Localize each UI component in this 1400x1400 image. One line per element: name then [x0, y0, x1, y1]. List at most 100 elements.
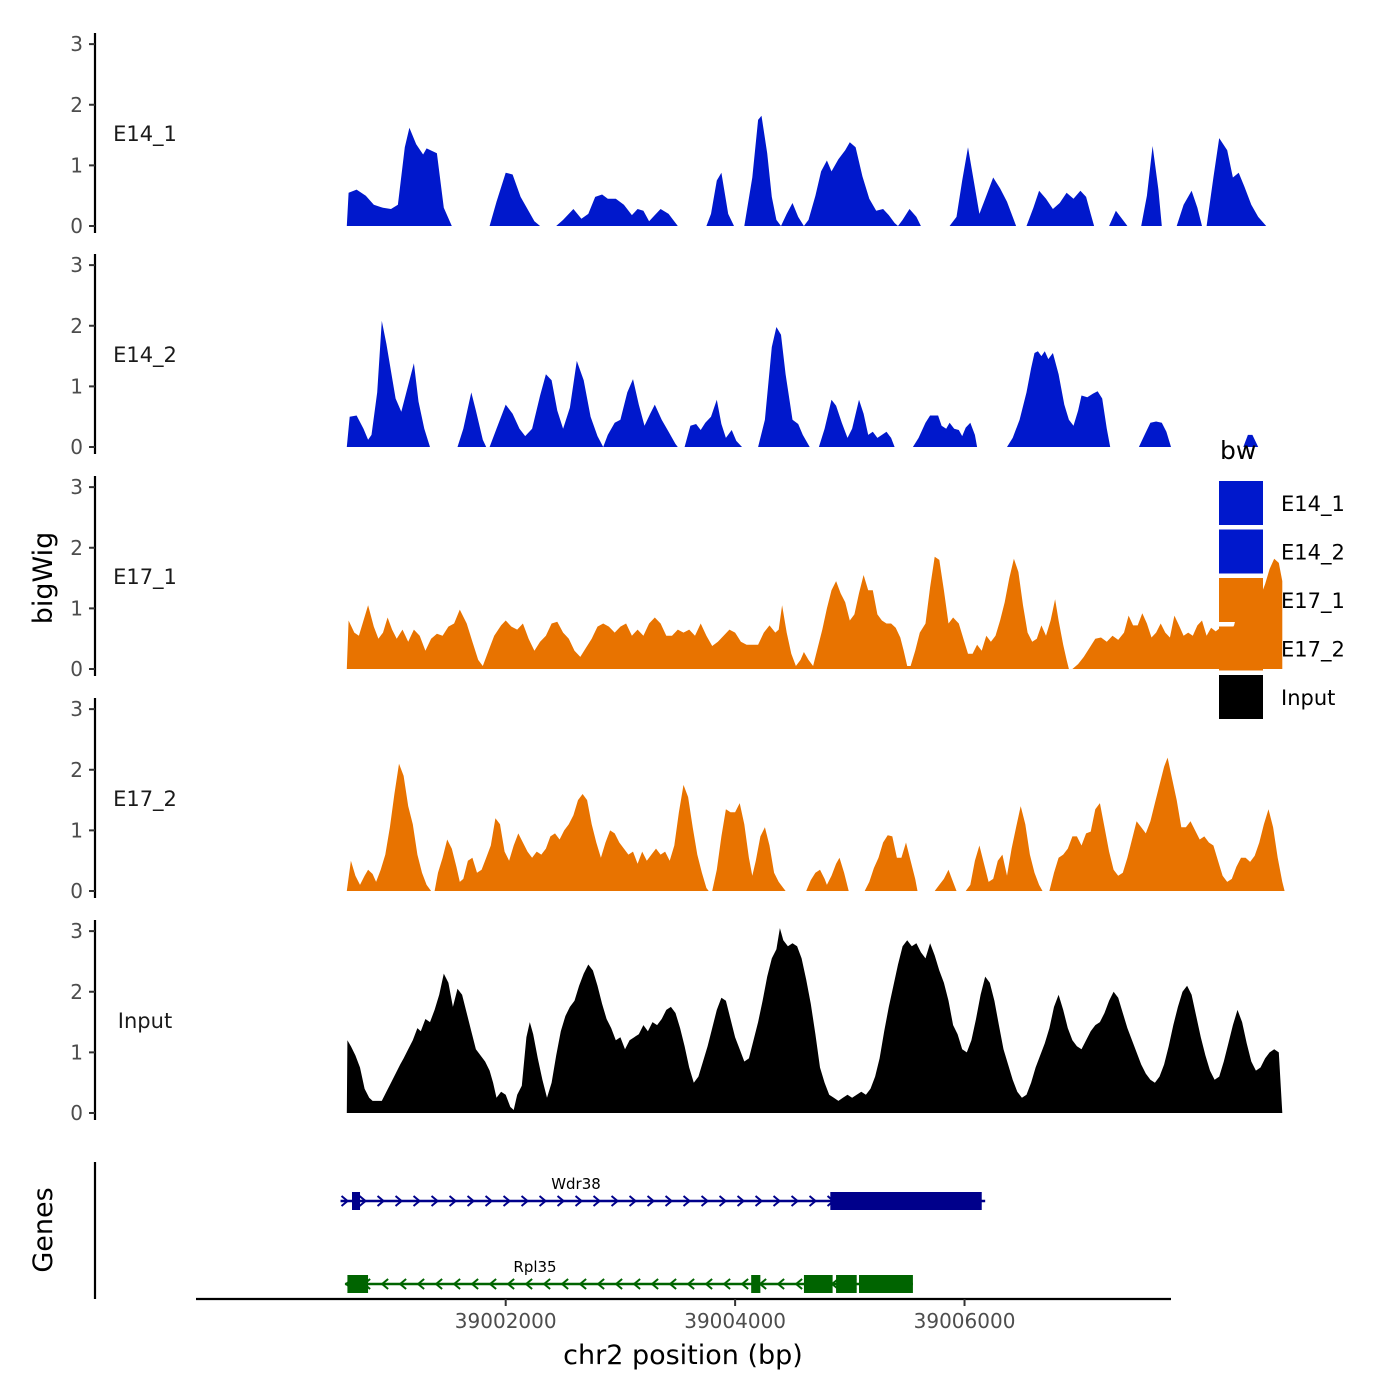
strand-chevron — [722, 1278, 731, 1290]
y-tick-label: 1 — [70, 153, 83, 177]
x-tick-label: 39006000 — [914, 1309, 1016, 1333]
y-tick-label: 3 — [70, 697, 83, 721]
strand-chevron — [700, 1195, 710, 1207]
track-label: E17_2 — [113, 787, 177, 812]
track-E17_1: 0 1 2 3 E17_1 — [70, 475, 1283, 681]
strand-chevron — [668, 1278, 677, 1290]
strand-chevron — [376, 1195, 386, 1207]
legend-label: E14_2 — [1281, 541, 1345, 566]
y-tick-label: 3 — [70, 32, 83, 56]
strand-chevron — [664, 1195, 674, 1207]
strand-chevron — [520, 1195, 530, 1207]
gene-exon — [751, 1275, 761, 1293]
x-axis-title: chr2 position (bp) — [563, 1340, 803, 1371]
legend-key-E17_2 — [1219, 626, 1263, 671]
track-label: E14_1 — [113, 122, 177, 147]
gene-exon — [859, 1275, 913, 1293]
track-E14_2: 0 1 2 3 E14_2 — [70, 253, 1259, 459]
strand-chevron — [560, 1278, 569, 1290]
coverage-area-E14_1 — [346, 115, 1267, 226]
legend-label: E17_1 — [1281, 589, 1345, 614]
strand-chevron — [484, 1195, 494, 1207]
gene-name-label: Rpl35 — [513, 1258, 556, 1276]
y-tick-label: 3 — [70, 253, 83, 277]
y-tick-label: 2 — [70, 980, 83, 1004]
strand-chevron — [596, 1278, 605, 1290]
strand-chevron — [740, 1278, 749, 1290]
x-tick-label: 39004000 — [684, 1309, 786, 1333]
strand-chevron — [794, 1278, 803, 1290]
strand-chevron — [452, 1278, 461, 1290]
strand-chevron — [502, 1195, 512, 1207]
gene-Rpl35: Rpl35 — [344, 1258, 913, 1293]
gene-exon — [836, 1275, 857, 1293]
strand-chevron — [380, 1278, 389, 1290]
x-tick-label: 39002000 — [455, 1309, 557, 1333]
legend-title: bw — [1220, 436, 1256, 465]
genes-panel: Wdr38 Rpl35 — [93, 1162, 986, 1299]
y-tick-label: 1 — [70, 374, 83, 398]
legend-label: Input — [1281, 686, 1335, 710]
strand-chevron — [628, 1195, 638, 1207]
legend-label: E14_1 — [1281, 492, 1345, 517]
legend-key-E14_2 — [1219, 529, 1263, 574]
y-tick-label: 2 — [70, 758, 83, 782]
x-axis: 39002000 39004000 39006000 — [196, 1297, 1171, 1333]
legend-key-Input — [1219, 675, 1263, 719]
y-tick-label: 3 — [70, 475, 83, 499]
strand-chevron — [736, 1195, 746, 1207]
strand-chevron — [646, 1195, 656, 1207]
gene-exon — [352, 1192, 361, 1210]
strand-chevron — [466, 1195, 476, 1207]
gene-exon — [803, 1275, 833, 1293]
strand-chevron — [340, 1195, 350, 1207]
legend-label: E17_2 — [1281, 638, 1345, 663]
strand-chevron — [686, 1278, 695, 1290]
strand-chevron — [542, 1278, 551, 1290]
strand-chevron — [416, 1278, 425, 1290]
strand-chevron — [488, 1278, 497, 1290]
y-tick-label: 1 — [70, 1040, 83, 1064]
gene-exon — [830, 1192, 982, 1210]
legend-key-E14_1 — [1219, 481, 1263, 525]
strand-chevron — [394, 1195, 404, 1207]
strand-chevron — [574, 1195, 584, 1207]
track-Input: 0 1 2 3 Input — [70, 919, 1283, 1125]
strand-chevron — [754, 1195, 764, 1207]
strand-chevron — [434, 1278, 443, 1290]
genes-axis-title: Genes — [28, 1187, 59, 1272]
strand-chevron — [808, 1195, 818, 1207]
strand-chevron — [632, 1278, 641, 1290]
coverage-area-Input — [346, 928, 1283, 1113]
strand-chevron — [470, 1278, 479, 1290]
strand-chevron — [718, 1195, 728, 1207]
y-tick-label: 0 — [70, 1101, 83, 1125]
coverage-area-E14_2 — [346, 320, 1259, 447]
gene-Wdr38: Wdr38 — [340, 1175, 986, 1210]
track-label: E17_1 — [113, 565, 177, 590]
y-tick-label: 2 — [70, 536, 83, 560]
gene-name-label: Wdr38 — [551, 1175, 601, 1193]
coverage-area-E17_2 — [346, 757, 1285, 891]
strand-chevron — [358, 1195, 368, 1207]
strand-chevron — [398, 1278, 407, 1290]
y-tick-label: 2 — [70, 93, 83, 117]
strand-chevron — [592, 1195, 602, 1207]
strand-chevron — [682, 1195, 692, 1207]
track-E17_2: 0 1 2 3 E17_2 — [70, 697, 1285, 903]
strand-chevron — [776, 1278, 785, 1290]
strand-chevron — [650, 1278, 659, 1290]
legend-key-E17_1 — [1219, 578, 1263, 622]
strand-chevron — [506, 1278, 515, 1290]
strand-chevron — [790, 1195, 800, 1207]
y-tick-label: 0 — [70, 879, 83, 903]
track-E14_1: 0 1 2 3 E14_1 — [70, 32, 1267, 238]
y-tick-label: 0 — [70, 435, 83, 459]
bigwig-tracks: 0 1 2 3 E14_1 0 1 2 3 E14_2 0 1 2 3 E17_1 0 1 2 3 E17_2 0 1 2 3… — [70, 32, 1285, 1125]
y-tick-label: 1 — [70, 818, 83, 842]
strand-chevron — [704, 1278, 713, 1290]
strand-chevron — [430, 1195, 440, 1207]
coverage-area-E17_1 — [346, 556, 1283, 669]
gene-exon — [347, 1275, 369, 1293]
